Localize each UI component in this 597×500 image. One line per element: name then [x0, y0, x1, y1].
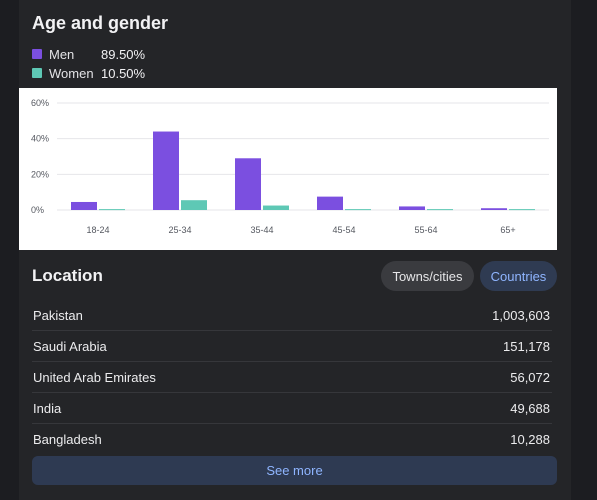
bar-men-65+	[481, 208, 507, 210]
age-gender-bar-chart: 0% 20% 40% 60% 18-24 25-34 35-44 45-54 55-64 65+	[31, 98, 549, 235]
women-swatch	[32, 68, 42, 78]
bar-men-45-54	[317, 196, 343, 210]
bar-men-18-24	[71, 201, 97, 210]
country-name: India	[33, 400, 62, 416]
bar-men-25-34	[153, 131, 179, 210]
x-tick-label: 45-54	[332, 225, 355, 235]
audience-panel	[19, 0, 571, 500]
legend-item-men: Men 89.50%	[32, 45, 145, 63]
bar-women-18-24	[99, 209, 125, 211]
country-name: Pakistan	[33, 307, 83, 323]
list-item: Pakistan 1,003,603	[32, 300, 552, 331]
country-list: Pakistan 1,003,603 Saudi Arabia 151,178 …	[32, 300, 552, 454]
men-swatch	[32, 49, 42, 59]
bar-women-35-44	[263, 205, 289, 210]
country-value: 56,072	[510, 369, 550, 385]
x-tick-label: 35-44	[250, 225, 273, 235]
x-tick-label: 55-64	[414, 225, 437, 235]
location-title: Location	[32, 266, 103, 285]
bar-men-35-44	[235, 158, 261, 210]
bar-women-65+	[509, 209, 535, 211]
bar-women-45-54	[345, 209, 371, 211]
list-item: Bangladesh 10,288	[32, 424, 552, 454]
legend-label-women: Women	[49, 65, 94, 81]
age-gender-chart: 0% 20% 40% 60% 18-24 25-34 35-44 45-54 55-64 65+	[19, 88, 557, 250]
y-tick-label: 40%	[31, 134, 49, 144]
bar-women-55-64	[427, 209, 453, 211]
list-item: India 49,688	[32, 393, 552, 424]
country-value: 10,288	[510, 431, 550, 447]
tab-towns-cities[interactable]: Towns/cities	[381, 261, 474, 291]
x-tick-label: 18-24	[86, 225, 109, 235]
see-more-button[interactable]: See more	[32, 456, 557, 485]
tab-countries[interactable]: Countries	[480, 261, 557, 291]
y-tick-label: 0%	[31, 205, 44, 215]
legend-percent-men: 89.50%	[101, 46, 146, 62]
list-item: Saudi Arabia 151,178	[32, 331, 552, 362]
y-tick-label: 20%	[31, 169, 49, 179]
country-value: 1,003,603	[492, 307, 550, 323]
bar-men-55-64	[399, 206, 425, 210]
legend-label-men: Men	[49, 46, 75, 62]
y-tick-label: 60%	[31, 98, 49, 108]
country-value: 49,688	[510, 400, 550, 416]
x-tick-label: 65+	[500, 225, 515, 235]
legend-percent-women: 10.50%	[101, 65, 146, 81]
age-gender-title: Age and gender	[32, 13, 169, 33]
bar-women-25-34	[181, 200, 207, 210]
x-tick-label: 25-34	[168, 225, 191, 235]
country-name: United Arab Emirates	[33, 369, 156, 385]
country-name: Bangladesh	[33, 431, 102, 447]
country-value: 151,178	[503, 338, 550, 354]
legend-item-women: Women 10.50%	[32, 64, 145, 82]
country-name: Saudi Arabia	[33, 338, 107, 354]
list-item: United Arab Emirates 56,072	[32, 362, 552, 393]
